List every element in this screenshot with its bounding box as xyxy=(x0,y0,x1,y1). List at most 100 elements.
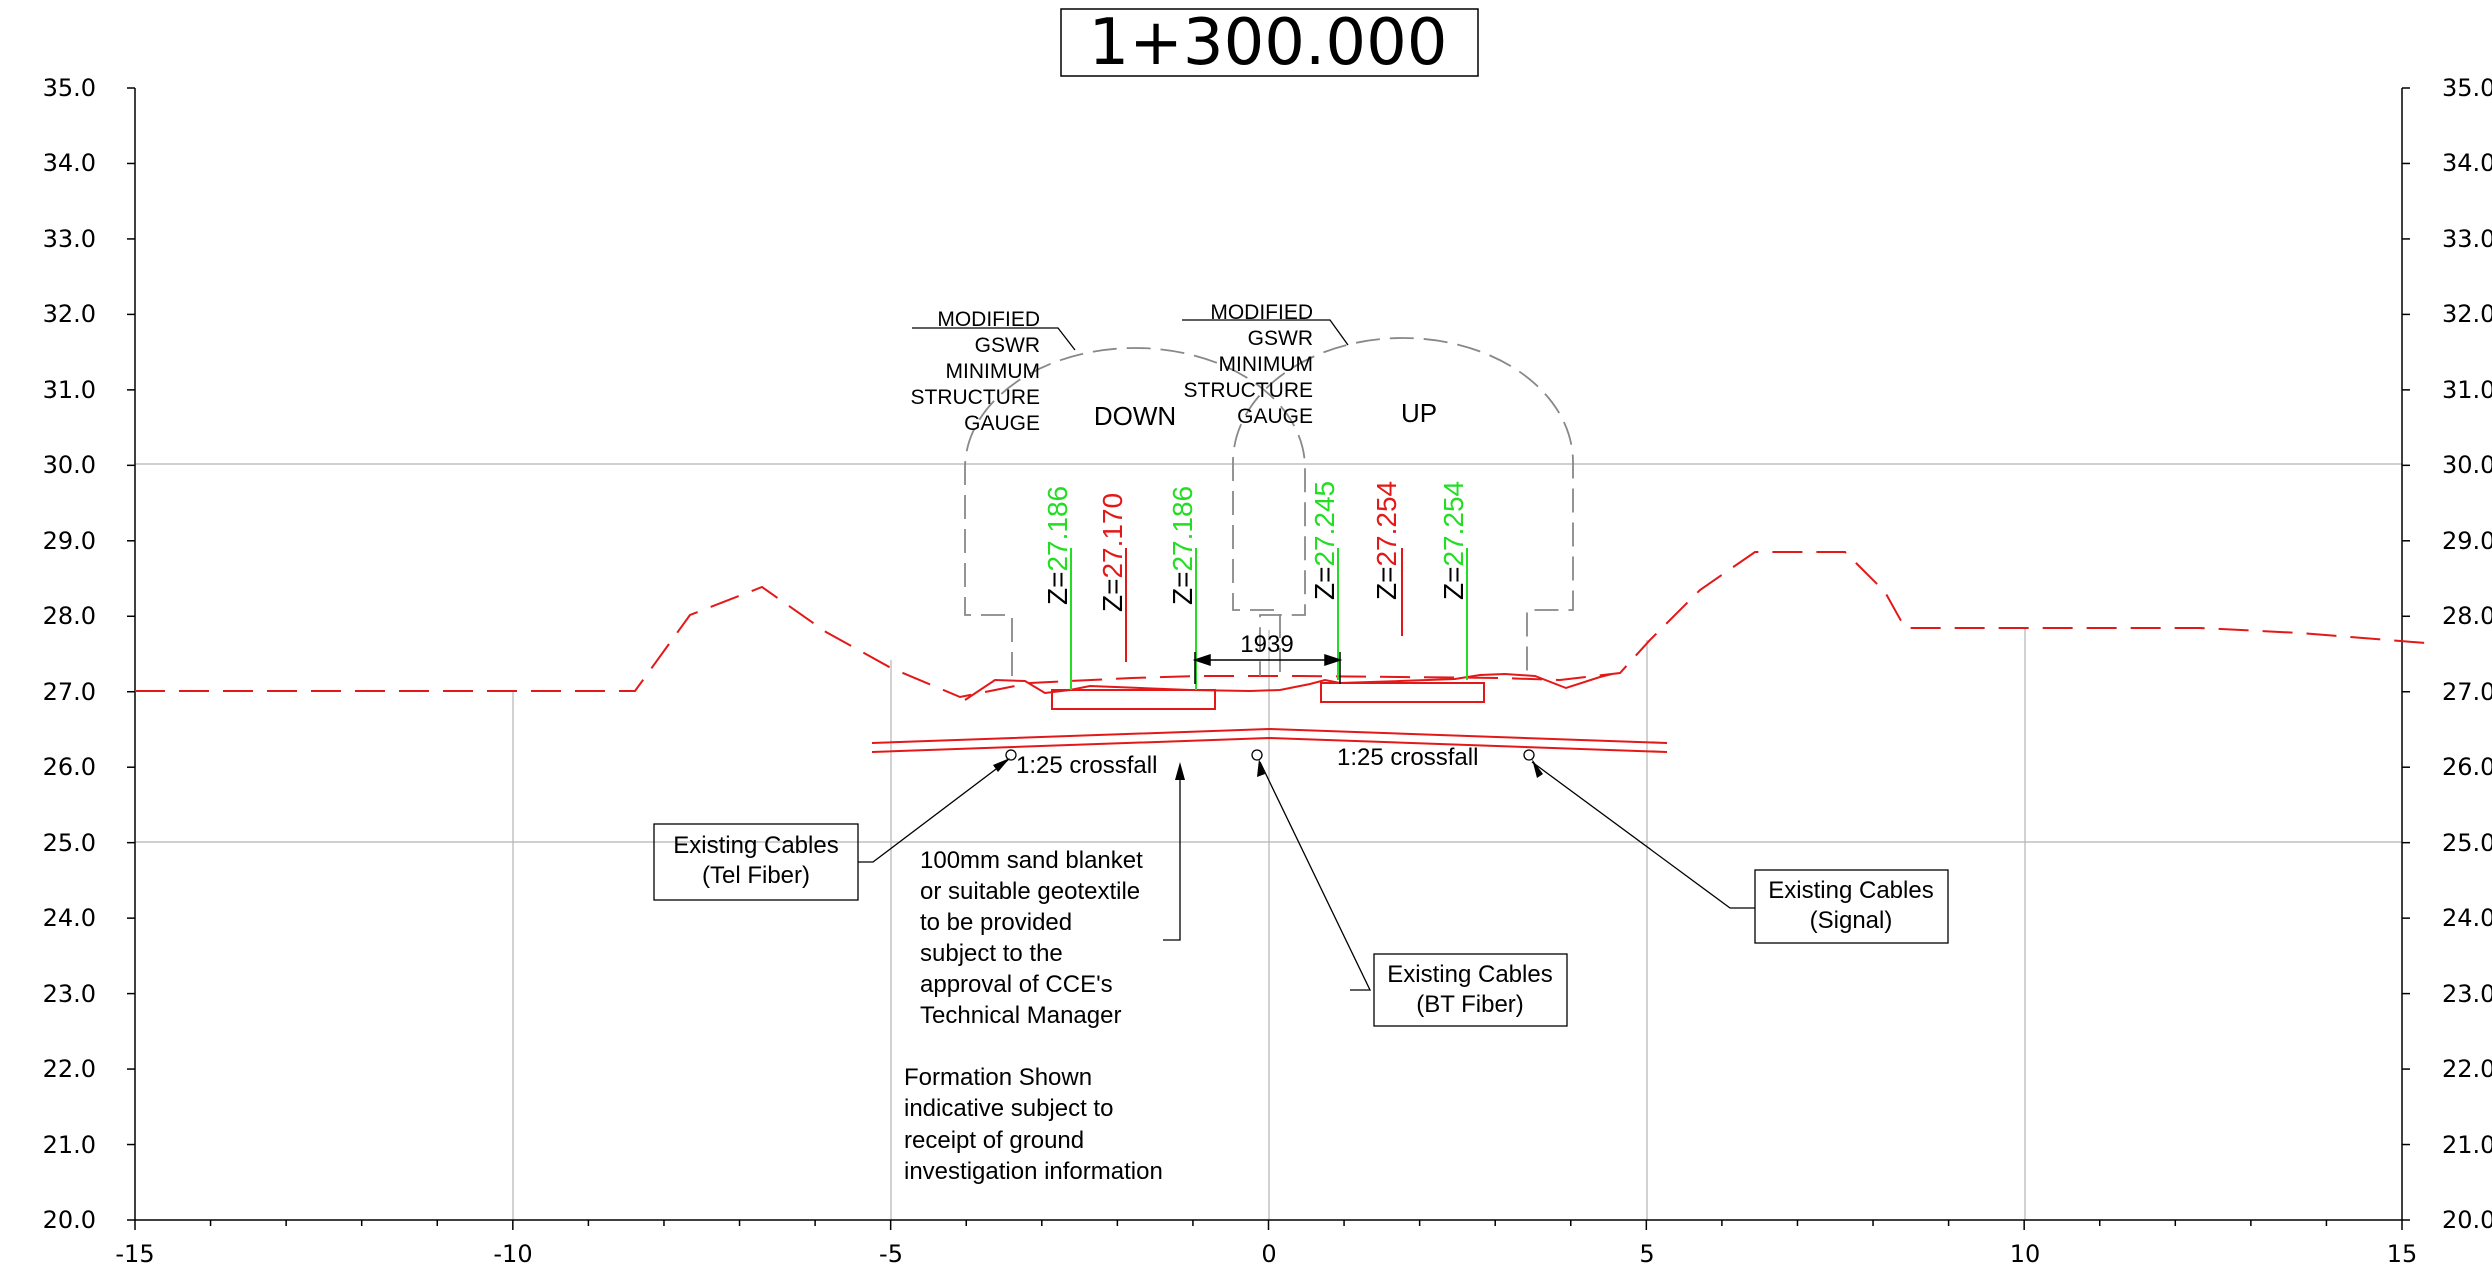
y-tick-label: 34.0 xyxy=(43,149,96,177)
gauge-label-line: GSWR xyxy=(1248,327,1313,350)
y-tick-label: 27.0 xyxy=(43,678,96,706)
level-label: Z=27.254 xyxy=(1371,481,1402,600)
y-tick-label: 33.0 xyxy=(43,225,96,253)
level-prefix: Z= xyxy=(1309,567,1340,600)
note-line: Technical Manager xyxy=(920,1002,1121,1029)
x-tick-label: 15 xyxy=(2387,1240,2418,1268)
callout-line: (Signal) xyxy=(1810,907,1893,934)
note-line: Formation Shown xyxy=(904,1064,1092,1091)
gauge-label-line: STRUCTURE xyxy=(1184,379,1314,402)
level-prefix: Z= xyxy=(1438,567,1469,600)
grid xyxy=(135,463,2402,1220)
crossfall-right-label: 1:25 crossfall xyxy=(1337,744,1478,771)
y-tick-label: 31.0 xyxy=(43,376,96,404)
note-line: receipt of ground xyxy=(904,1127,1084,1154)
gauge-label-line: STRUCTURE xyxy=(911,386,1041,409)
gauge-label-line: MODIFIED xyxy=(937,308,1040,331)
sand-blanket-note: 100mm sand blanket or suitable geotextil… xyxy=(920,847,1143,1029)
y-tick-label: 32.0 xyxy=(2442,300,2492,328)
y-tick-label: 24.0 xyxy=(2442,904,2492,932)
y-tick-label: 32.0 xyxy=(43,300,96,328)
level-prefix: Z= xyxy=(1042,572,1073,605)
gauge-label-down: MODIFIED GSWR MINIMUM STRUCTURE GAUGE xyxy=(911,308,1041,435)
note-line: to be provided xyxy=(920,909,1072,936)
rail-level-lines xyxy=(1070,548,1468,690)
existing-ground-line xyxy=(135,551,2426,699)
x-tick-label: -15 xyxy=(115,1240,154,1268)
y-tick-label: 35.0 xyxy=(43,74,96,102)
y-tick-label: 23.0 xyxy=(43,980,96,1008)
level-label: Z=27.186 xyxy=(1042,486,1073,605)
gauge-label-up: MODIFIED GSWR MINIMUM STRUCTURE GAUGE xyxy=(1184,301,1314,428)
x-tick-label: 10 xyxy=(2010,1240,2041,1268)
level-value: 27.254 xyxy=(1438,481,1469,567)
y-tick-label: 20.0 xyxy=(43,1206,96,1234)
level-value: 27.170 xyxy=(1097,493,1128,579)
level-label: Z=27.186 xyxy=(1167,486,1198,605)
down-track-label: DOWN xyxy=(1094,401,1176,431)
y-axis-labels-right: 35.0 34.0 33.0 32.0 31.0 30.0 29.0 28.0 … xyxy=(2442,74,2492,1234)
y-tick-label: 22.0 xyxy=(2442,1055,2492,1083)
crossfall-formation xyxy=(871,727,1668,753)
gauge-label-line: MODIFIED xyxy=(1210,301,1313,324)
y-tick-label: 30.0 xyxy=(43,451,96,479)
x-tick-label: 5 xyxy=(1639,1240,1654,1268)
y-tick-label: 30.0 xyxy=(2442,451,2492,479)
crossfall-left-label: 1:25 crossfall xyxy=(1016,752,1157,779)
note-line: 100mm sand blanket xyxy=(920,847,1143,874)
tel-fiber-callout: Existing Cables (Tel Fiber) xyxy=(653,823,859,901)
y-tick-label: 21.0 xyxy=(2442,1131,2492,1159)
level-label: Z=27.170 xyxy=(1097,493,1128,612)
x-axis-labels: -15 -10 -5 0 5 10 15 xyxy=(115,1240,2417,1268)
down-track-sleeper xyxy=(1051,689,1216,710)
y-tick-label: 24.0 xyxy=(43,904,96,932)
note-line: or suitable geotextile xyxy=(920,878,1140,905)
level-prefix: Z= xyxy=(1097,579,1128,612)
x-tick-label: -10 xyxy=(493,1240,532,1268)
chainage-title-text: 1+300.000 xyxy=(1089,6,1448,80)
callout-line: (Tel Fiber) xyxy=(702,862,810,889)
y-tick-label: 28.0 xyxy=(2442,602,2492,630)
y-axis-labels-left: 35.0 34.0 33.0 32.0 31.0 30.0 29.0 28.0 … xyxy=(43,74,96,1234)
structure-gauge-up xyxy=(1232,337,1574,672)
y-tick-label: 34.0 xyxy=(2442,149,2492,177)
gauge-label-line: MINIMUM xyxy=(946,360,1040,383)
gauge-label-line: GAUGE xyxy=(964,412,1040,435)
note-line: indicative subject to xyxy=(904,1095,1113,1122)
tick-marks xyxy=(127,87,2410,1230)
level-value: 27.186 xyxy=(1042,486,1073,572)
y-tick-label: 27.0 xyxy=(2442,678,2492,706)
level-label: Z=27.245 xyxy=(1309,481,1340,600)
formation-top-line xyxy=(964,672,1613,701)
up-track-label: UP xyxy=(1401,398,1437,428)
leader-lines xyxy=(858,759,1755,991)
y-tick-label: 23.0 xyxy=(2442,980,2492,1008)
y-tick-label: 21.0 xyxy=(43,1131,96,1159)
y-tick-label: 26.0 xyxy=(2442,753,2492,781)
cable-markers xyxy=(1005,749,1535,761)
callout-line: (BT Fiber) xyxy=(1416,991,1524,1018)
y-tick-label: 22.0 xyxy=(43,1055,96,1083)
y-tick-label: 25.0 xyxy=(43,829,96,857)
y-tick-label: 35.0 xyxy=(2442,74,2492,102)
level-labels: Z=27.186 Z=27.170 Z=27.186 Z=27.245 Z=27… xyxy=(1042,481,1469,612)
note-line: investigation information xyxy=(904,1158,1163,1185)
level-value: 27.245 xyxy=(1309,481,1340,567)
note-line: approval of CCE's xyxy=(920,971,1113,998)
y-tick-label: 29.0 xyxy=(2442,527,2492,555)
x-tick-label: 0 xyxy=(1261,1240,1276,1268)
x-tick-label: -5 xyxy=(879,1240,903,1268)
leader-arrowheads xyxy=(993,758,1543,780)
level-prefix: Z= xyxy=(1371,567,1402,600)
y-tick-label: 33.0 xyxy=(2442,225,2492,253)
structure-gauge-down xyxy=(964,347,1306,676)
y-tick-label: 31.0 xyxy=(2442,376,2492,404)
y-tick-label: 28.0 xyxy=(43,602,96,630)
gauge-leaders xyxy=(912,319,1349,351)
callout-line: Existing Cables xyxy=(1387,961,1552,988)
level-value: 27.254 xyxy=(1371,481,1402,567)
level-label: Z=27.254 xyxy=(1438,481,1469,600)
gauge-label-line: MINIMUM xyxy=(1219,353,1313,376)
up-track-sleeper xyxy=(1320,682,1485,703)
